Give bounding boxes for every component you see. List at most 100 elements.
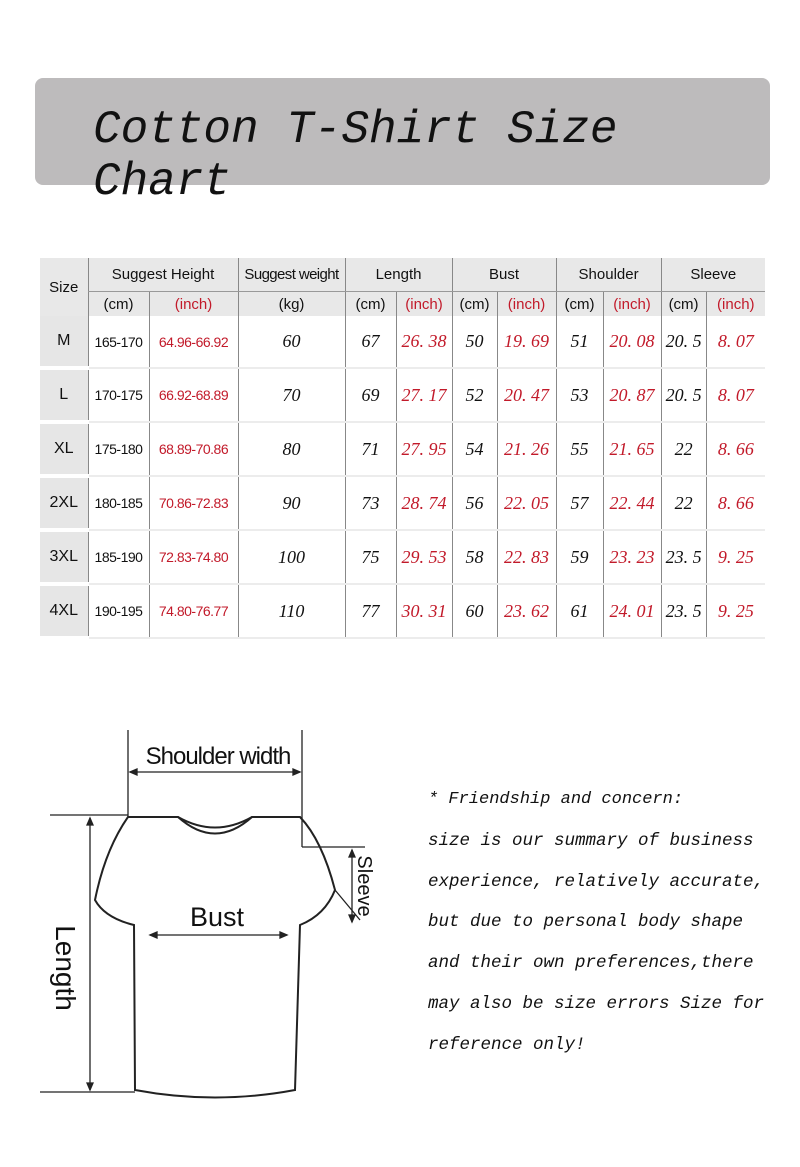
shoulder-width-label: Shoulder width [146, 743, 291, 770]
unit-height-inch: (inch) [148, 291, 239, 316]
cell-length-cm: 69 [344, 368, 397, 423]
cell-shoulder-cm: 57 [555, 476, 604, 531]
length-label: Length [50, 925, 81, 1011]
unit-shoulder-inch: (inch) [602, 291, 662, 316]
cell-height-in: 70.86-72.83 [148, 476, 239, 531]
cell-sleeve-cm: 20. 5 [660, 316, 707, 369]
note-line: may also be size errors Size for [428, 993, 765, 1014]
cell-bust-cm: 56 [451, 476, 498, 531]
header-height: Suggest Height [87, 258, 239, 292]
table-row: M 165-170 64.96-66.92 60 67 26. 38 50 19. 69 51 2… [40, 316, 766, 370]
cell-weight-kg: 80 [237, 422, 346, 477]
cell-sleeve-cm: 23. 5 [660, 530, 707, 585]
unit-length-inch: (inch) [395, 291, 453, 316]
unit-shoulder-cm: (cm) [555, 291, 604, 316]
cell-size: XL [40, 422, 88, 478]
cell-sleeve-cm: 20. 5 [660, 368, 707, 423]
header-sleeve: Sleeve [660, 258, 766, 292]
cell-bust-cm: 58 [451, 530, 498, 585]
note-line: and their own preferences,there [428, 953, 754, 974]
cell-size: M [40, 316, 88, 370]
cell-weight-kg: 90 [237, 476, 346, 531]
cell-weight-kg: 100 [237, 530, 346, 585]
cell-shoulder-in: 22. 44 [602, 476, 662, 531]
unit-bust-inch: (inch) [496, 291, 557, 316]
cell-height-cm: 185-190 [87, 530, 149, 585]
sleeve-label: Sleeve [353, 855, 375, 916]
cell-length-cm: 75 [344, 530, 397, 585]
cell-sleeve-in: 8. 07 [705, 368, 766, 423]
cell-weight-kg: 110 [237, 584, 346, 639]
cell-bust-cm: 52 [451, 368, 498, 423]
cell-size: L [40, 368, 88, 424]
cell-shoulder-in: 23. 23 [602, 530, 662, 585]
cell-sleeve-in: 9. 25 [705, 584, 766, 639]
cell-bust-cm: 60 [451, 584, 498, 639]
cell-length-cm: 71 [344, 422, 397, 477]
cell-height-cm: 175-180 [87, 422, 149, 477]
cell-height-in: 68.89-70.86 [148, 422, 239, 477]
note-line: but due to personal body shape [428, 912, 744, 933]
cell-sleeve-cm: 22 [660, 476, 707, 531]
cell-shoulder-in: 20. 87 [602, 368, 662, 423]
table-row: XL 175-180 68.89-70.86 80 71 27. 95 54 21. 26 55… [40, 422, 766, 478]
cell-height-cm: 190-195 [87, 584, 149, 639]
header-weight: Suggest weight [237, 258, 346, 292]
cell-height-in: 66.92-68.89 [148, 368, 239, 423]
cell-size: 3XL [40, 530, 88, 586]
cell-sleeve-in: 9. 25 [705, 530, 766, 585]
cell-size: 2XL [40, 476, 88, 532]
cell-height-cm: 165-170 [87, 316, 149, 369]
cell-shoulder-cm: 53 [555, 368, 604, 423]
cell-length-cm: 73 [344, 476, 397, 531]
cell-size: 4XL [40, 584, 88, 640]
cell-bust-in: 22. 83 [496, 530, 557, 585]
header-bust: Bust [451, 258, 557, 292]
header-size: Size [40, 258, 88, 316]
note-line: * Friendship and concern: [428, 790, 684, 809]
cell-shoulder-cm: 51 [555, 316, 604, 369]
cell-bust-in: 19. 69 [496, 316, 557, 369]
reference-note: * Friendship and concern: size is our su… [428, 790, 798, 1076]
cell-shoulder-cm: 55 [555, 422, 604, 477]
unit-sleeve-inch: (inch) [705, 291, 766, 316]
header-shoulder: Shoulder [555, 258, 662, 292]
cell-bust-in: 20. 47 [496, 368, 557, 423]
cell-height-cm: 180-185 [87, 476, 149, 531]
page-title: Cotton T-Shirt Size Chart [93, 104, 618, 208]
cell-bust-cm: 50 [451, 316, 498, 369]
cell-height-cm: 170-175 [87, 368, 149, 423]
cell-sleeve-in: 8. 66 [705, 422, 766, 477]
unit-sleeve-cm: (cm) [660, 291, 707, 316]
cell-shoulder-in: 24. 01 [602, 584, 662, 639]
table-row: 4XL 190-195 74.80-76.77 110 77 30. 31 60 23. 62… [40, 584, 766, 640]
cell-bust-in: 22. 05 [496, 476, 557, 531]
unit-height-cm: (cm) [87, 291, 149, 316]
arrowhead [128, 768, 138, 776]
note-line: size is our summary of business [428, 830, 754, 851]
table-row: 3XL 185-190 72.83-74.80 100 75 29. 53 58 22. 83… [40, 530, 766, 586]
cell-bust-cm: 54 [451, 422, 498, 477]
cell-height-in: 72.83-74.80 [148, 530, 239, 585]
size-table: Size Suggest Height Suggest weight Lengt… [40, 258, 766, 640]
cell-length-in: 29. 53 [395, 530, 453, 585]
cell-bust-in: 23. 62 [496, 584, 557, 639]
cell-shoulder-cm: 59 [555, 530, 604, 585]
cell-length-in: 30. 31 [395, 584, 453, 639]
cell-sleeve-cm: 23. 5 [660, 584, 707, 639]
unit-weight-kg: (kg) [237, 291, 346, 316]
cell-shoulder-cm: 61 [555, 584, 604, 639]
title-banner: Cotton T-Shirt Size Chart [35, 78, 770, 208]
cell-shoulder-in: 21. 65 [602, 422, 662, 477]
cell-bust-in: 21. 26 [496, 422, 557, 477]
cell-length-cm: 77 [344, 584, 397, 639]
cell-height-in: 74.80-76.77 [148, 584, 239, 639]
note-line: experience, relatively accurate, [428, 871, 765, 892]
table-row: 2XL 180-185 70.86-72.83 90 73 28. 74 56 22. 05 5… [40, 476, 766, 532]
unit-length-cm: (cm) [344, 291, 397, 316]
cell-length-in: 26. 38 [395, 316, 453, 369]
tshirt-measurement-diagram: Shoulder width Bust Sleeve Length [40, 730, 375, 1099]
cell-length-in: 27. 95 [395, 422, 453, 477]
cell-length-cm: 67 [344, 316, 397, 369]
unit-bust-cm: (cm) [451, 291, 498, 316]
